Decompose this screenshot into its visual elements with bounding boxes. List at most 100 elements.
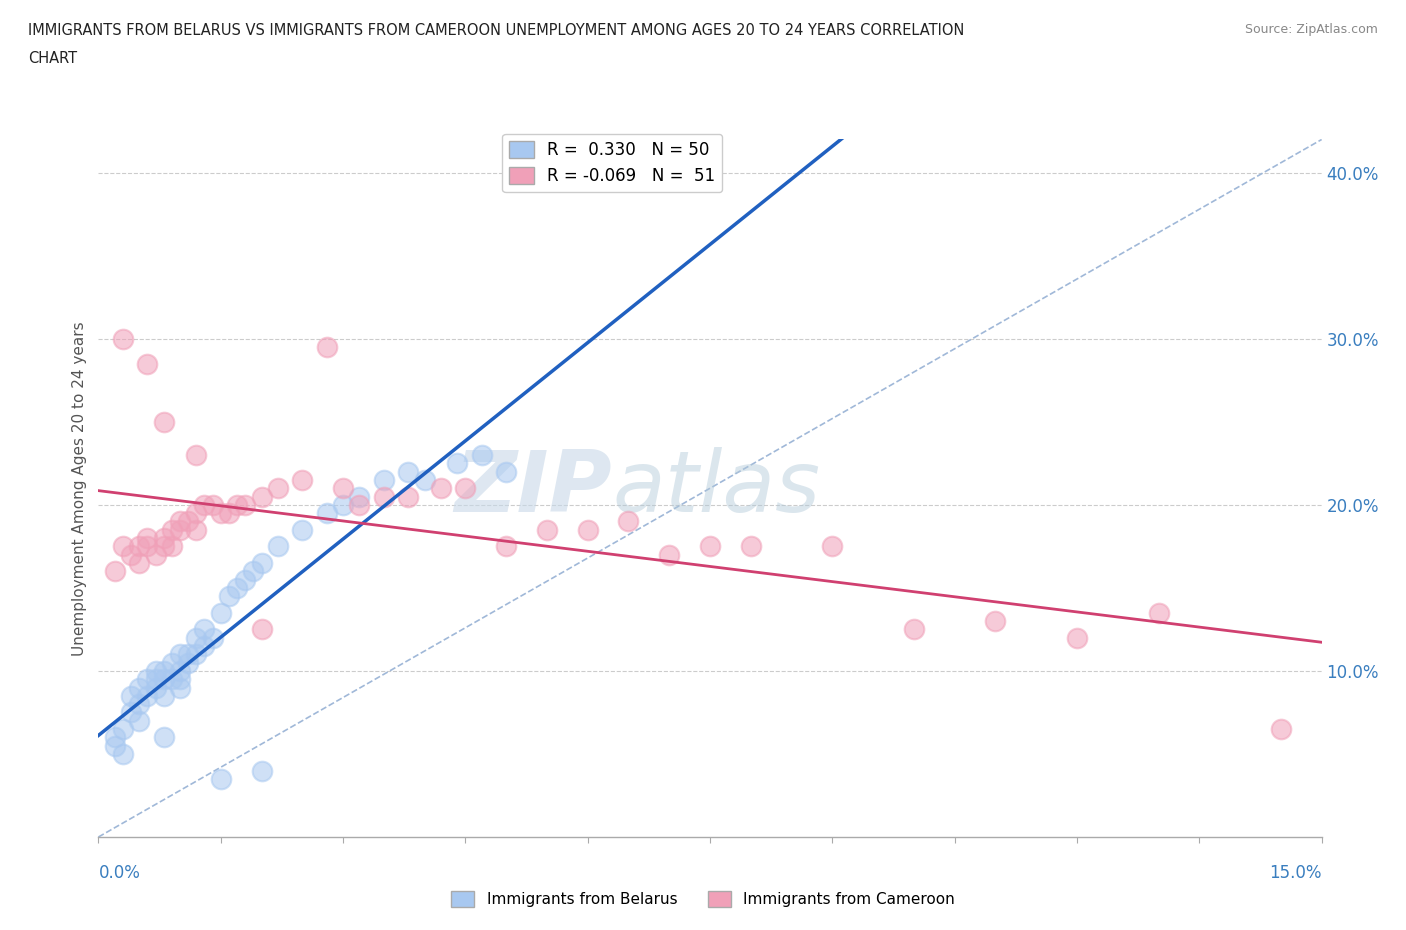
Point	[267, 539, 290, 554]
Point	[291, 523, 314, 538]
Point	[128, 539, 150, 554]
Point	[349, 498, 371, 512]
Point	[186, 647, 208, 662]
Point	[984, 614, 1007, 629]
Point	[120, 688, 142, 703]
Point	[332, 498, 354, 512]
Point	[267, 481, 290, 496]
Point	[145, 680, 167, 695]
Point	[177, 514, 200, 529]
Point	[177, 656, 200, 671]
Point	[373, 472, 395, 487]
Point	[177, 647, 200, 662]
Point	[446, 456, 468, 471]
Point	[152, 671, 174, 686]
Point	[821, 539, 844, 554]
Point	[233, 498, 256, 512]
Text: IMMIGRANTS FROM BELARUS VS IMMIGRANTS FROM CAMEROON UNEMPLOYMENT AMONG AGES 20 T: IMMIGRANTS FROM BELARUS VS IMMIGRANTS FR…	[28, 23, 965, 38]
Point	[201, 498, 224, 512]
Text: atlas: atlas	[612, 446, 820, 530]
Point	[111, 747, 134, 762]
Point	[169, 523, 191, 538]
Point	[413, 472, 436, 487]
Point	[104, 738, 127, 753]
Point	[169, 647, 191, 662]
Point	[495, 464, 517, 479]
Point	[617, 514, 640, 529]
Y-axis label: Unemployment Among Ages 20 to 24 years: Unemployment Among Ages 20 to 24 years	[72, 321, 87, 656]
Point	[128, 555, 150, 570]
Point	[209, 772, 232, 787]
Point	[160, 671, 183, 686]
Point	[699, 539, 721, 554]
Point	[136, 671, 159, 686]
Point	[152, 688, 174, 703]
Point	[160, 539, 183, 554]
Point	[250, 489, 273, 504]
Point	[1270, 722, 1292, 737]
Point	[136, 531, 159, 546]
Text: 0.0%: 0.0%	[98, 863, 141, 882]
Point	[152, 531, 174, 546]
Point	[396, 489, 419, 504]
Point	[209, 605, 232, 620]
Point	[209, 506, 232, 521]
Point	[740, 539, 762, 554]
Point	[471, 447, 494, 462]
Point	[430, 481, 453, 496]
Point	[396, 464, 419, 479]
Point	[454, 481, 477, 496]
Point	[250, 555, 273, 570]
Point	[160, 523, 183, 538]
Point	[1147, 605, 1170, 620]
Point	[903, 622, 925, 637]
Point	[152, 663, 174, 678]
Point	[250, 764, 273, 778]
Point	[233, 572, 256, 587]
Point	[152, 415, 174, 430]
Point	[104, 564, 127, 578]
Point	[169, 663, 191, 678]
Point	[186, 631, 208, 645]
Point	[186, 447, 208, 462]
Text: 15.0%: 15.0%	[1270, 863, 1322, 882]
Point	[128, 680, 150, 695]
Point	[193, 622, 215, 637]
Point	[136, 539, 159, 554]
Point	[104, 730, 127, 745]
Point	[218, 506, 240, 521]
Point	[315, 339, 337, 354]
Text: ZIP: ZIP	[454, 446, 612, 530]
Point	[152, 539, 174, 554]
Point	[186, 506, 208, 521]
Legend: Immigrants from Belarus, Immigrants from Cameroon: Immigrants from Belarus, Immigrants from…	[446, 884, 960, 913]
Text: CHART: CHART	[28, 51, 77, 66]
Point	[250, 622, 273, 637]
Point	[373, 489, 395, 504]
Point	[169, 680, 191, 695]
Point	[186, 523, 208, 538]
Point	[291, 472, 314, 487]
Point	[201, 631, 224, 645]
Point	[120, 547, 142, 562]
Point	[152, 730, 174, 745]
Point	[576, 523, 599, 538]
Point	[218, 589, 240, 604]
Point	[536, 523, 558, 538]
Point	[315, 506, 337, 521]
Legend: R =  0.330   N = 50, R = -0.069   N =  51: R = 0.330 N = 50, R = -0.069 N = 51	[502, 134, 723, 192]
Point	[136, 688, 159, 703]
Point	[128, 697, 150, 711]
Point	[1066, 631, 1088, 645]
Point	[349, 489, 371, 504]
Point	[242, 564, 264, 578]
Point	[193, 639, 215, 654]
Point	[120, 705, 142, 720]
Point	[111, 722, 134, 737]
Point	[145, 663, 167, 678]
Point	[111, 331, 134, 346]
Point	[193, 498, 215, 512]
Point	[145, 547, 167, 562]
Point	[658, 547, 681, 562]
Point	[226, 498, 249, 512]
